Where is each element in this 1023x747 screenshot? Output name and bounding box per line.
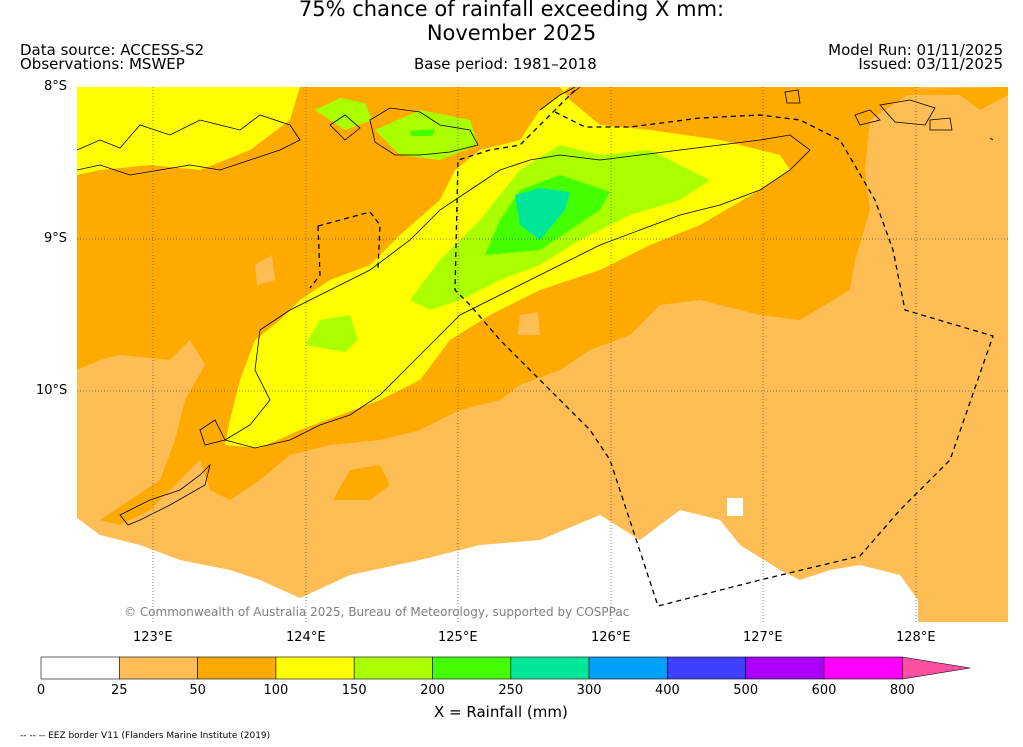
colorbar bbox=[40, 656, 971, 680]
lon-label-128e: 128°E bbox=[896, 630, 936, 645]
lat-label-8s: 8°S bbox=[44, 79, 68, 94]
colorbar-tick-label: 25 bbox=[111, 683, 128, 698]
colorbar-xlabel: X = Rainfall (mm) bbox=[434, 703, 568, 721]
issued-label: Issued: 03/11/2025 bbox=[858, 55, 1003, 73]
lon-label-125e: 125°E bbox=[438, 630, 478, 645]
colorbar-extend-arrow bbox=[901, 656, 971, 680]
data-source-label: Data source: ACCESS-S2 bbox=[20, 41, 205, 59]
chart-title-line1: 75% chance of rainfall exceeding X mm: bbox=[298, 0, 725, 21]
lat-label-9s: 9°S bbox=[44, 231, 68, 246]
colorbar-segment bbox=[275, 656, 355, 680]
colorbar-segment bbox=[823, 656, 903, 680]
chart-title-line2: November 2025 bbox=[426, 21, 597, 45]
colorbar-segment bbox=[353, 656, 433, 680]
colorbar-segment bbox=[432, 656, 512, 680]
colorbar-tick-label: 300 bbox=[576, 683, 602, 698]
colorbar-segment bbox=[119, 656, 198, 680]
eez-border bbox=[309, 89, 994, 607]
colorbar-segment bbox=[510, 656, 590, 680]
lon-label-123e: 123°E bbox=[133, 630, 173, 645]
gridlines bbox=[77, 87, 1008, 622]
model-run-label: Model Run: 01/11/2025 bbox=[828, 41, 1003, 59]
colorbar-tick-label: 600 bbox=[811, 683, 837, 698]
colorbar-segment bbox=[667, 656, 747, 680]
rainfall-contours bbox=[77, 87, 1008, 622]
lon-label-127e: 127°E bbox=[743, 630, 783, 645]
observations-label: Observations: MSWEP bbox=[20, 55, 185, 73]
copyright-text: © Commonwealth of Australia 2025, Bureau… bbox=[124, 605, 630, 619]
colorbar-segment bbox=[588, 656, 668, 680]
colorbar-tick-label: 200 bbox=[420, 683, 445, 698]
lon-label-124e: 124°E bbox=[286, 630, 326, 645]
lat-label-10s: 10°S bbox=[36, 383, 68, 398]
colorbar-segment bbox=[40, 656, 120, 680]
colorbar-tick-label: 800 bbox=[889, 683, 915, 698]
colorbar-tick-label: 250 bbox=[498, 683, 524, 698]
lon-label-126e: 126°E bbox=[591, 630, 631, 645]
colorbar-tick-label: 50 bbox=[189, 683, 206, 698]
colorbar-segment bbox=[745, 656, 825, 680]
coastlines bbox=[77, 87, 994, 526]
colorbar-tick-label: 400 bbox=[654, 683, 680, 698]
colorbar-tick-label: 150 bbox=[341, 683, 367, 698]
eez-footnote: -- -- -- EEZ border V11 (Flanders Marine… bbox=[20, 731, 271, 741]
base-period-label: Base period: 1981–2018 bbox=[414, 55, 597, 73]
colorbar-tick-label: 0 bbox=[36, 683, 46, 698]
colorbar-tick-label: 100 bbox=[263, 683, 289, 698]
colorbar-tick-label: 500 bbox=[733, 683, 759, 698]
colorbar-segment bbox=[197, 656, 277, 680]
